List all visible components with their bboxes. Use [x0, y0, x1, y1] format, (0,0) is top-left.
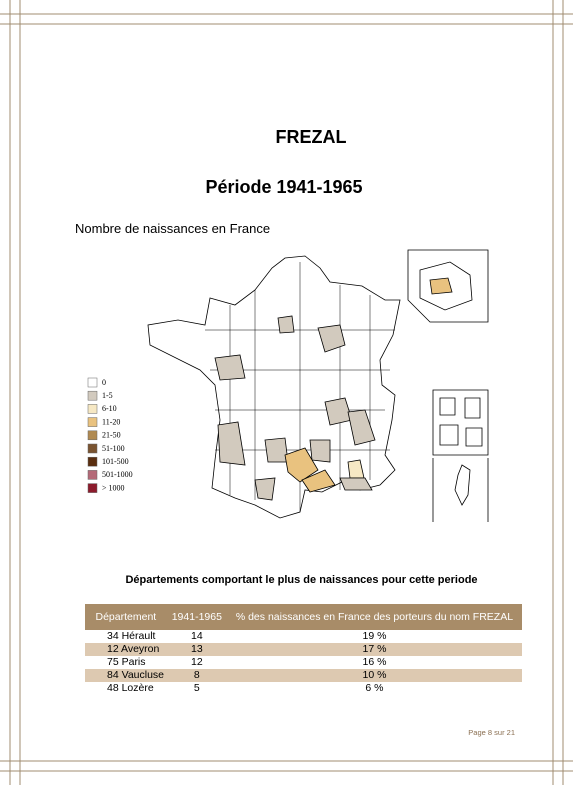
- map: [147, 255, 401, 519]
- department: [317, 324, 346, 353]
- table-cell: 5: [193, 682, 200, 694]
- table-row: 48 Lozère 5 6 %: [85, 682, 522, 695]
- table-cell: 75 Paris: [107, 656, 146, 668]
- table-row: 84 Vaucluse 8 10 %: [85, 669, 522, 682]
- table-cell: 17 %: [226, 643, 522, 656]
- legend-swatch: [87, 456, 98, 467]
- department: [301, 469, 336, 493]
- table-row: 34 Hérault 14 19 %: [85, 630, 522, 643]
- legend-label: 0: [102, 378, 106, 387]
- column-header: Département: [85, 604, 167, 630]
- department: [214, 354, 246, 381]
- table-cell: 12 Aveyron: [85, 643, 167, 656]
- table-cell: 10 %: [226, 669, 522, 682]
- corsica-inset: [432, 458, 489, 522]
- table: Département 1941-1965% des naissances en …: [85, 604, 522, 695]
- legend-label: 101-500: [102, 457, 129, 466]
- legend-label: 501-1000: [102, 470, 133, 479]
- table-row: 75 Paris 12 16 %: [85, 656, 522, 669]
- legend-swatch: [87, 430, 98, 441]
- table-cell: 6 %: [365, 682, 384, 694]
- legend-label: 21-50: [102, 431, 121, 440]
- table-cell: 19 %: [362, 630, 387, 642]
- legend-swatch: [87, 404, 98, 414]
- department: [264, 437, 289, 463]
- legend-label: 1-5: [102, 391, 113, 400]
- department: [254, 477, 276, 501]
- department: [284, 447, 319, 483]
- department: [309, 439, 331, 463]
- department: [277, 315, 295, 334]
- legend-label: > 1000: [102, 483, 125, 492]
- legend-label: 11-20: [102, 417, 120, 426]
- title: FREZAL: [276, 127, 347, 147]
- table-cell: 14: [190, 630, 203, 642]
- department: [347, 409, 376, 446]
- column-header: 1941-1965: [166, 604, 227, 630]
- dom-shapes: [439, 397, 483, 447]
- department: [339, 477, 373, 491]
- table-cell: 8: [166, 669, 227, 682]
- insets: [407, 249, 489, 522]
- legend-swatch: [87, 417, 98, 427]
- legend-swatch: [87, 443, 98, 454]
- column-header: % des naissances en France des porteurs …: [226, 604, 522, 630]
- department: [429, 277, 453, 295]
- legend-swatch: [87, 377, 98, 388]
- legend-swatch: [87, 470, 98, 480]
- table-cell: 13: [166, 643, 227, 656]
- table-cell: 16 %: [362, 656, 387, 668]
- page-number: Page 8 sur 21: [468, 728, 515, 737]
- legend-label: 6-10: [102, 404, 117, 413]
- table-header: Département 1941-1965% des naissances en …: [85, 604, 522, 630]
- corsica: [454, 464, 471, 506]
- france-outline: [147, 255, 401, 519]
- table-row: 12 Aveyron 13 17 %: [85, 643, 522, 656]
- subtitle: Période 1941-1965: [205, 177, 362, 197]
- table-cell: 12: [190, 656, 203, 668]
- legend-swatch: [87, 390, 98, 401]
- legend: 0 1-5 6-10 11-20 21-50 51-100 101-500 501-1000 >…: [87, 377, 133, 493]
- map-title: Nombre de naissances en France: [75, 221, 270, 236]
- department: [217, 421, 246, 466]
- legend-label: 51-100: [102, 444, 125, 453]
- table-caption: Départements comportant le plus de naiss…: [125, 574, 478, 586]
- table-cell: 84 Vaucluse: [85, 669, 167, 682]
- table-cell: 48 Lozère: [107, 682, 154, 694]
- table-cell: 34 Hérault: [107, 630, 156, 642]
- legend-swatch: [87, 483, 98, 493]
